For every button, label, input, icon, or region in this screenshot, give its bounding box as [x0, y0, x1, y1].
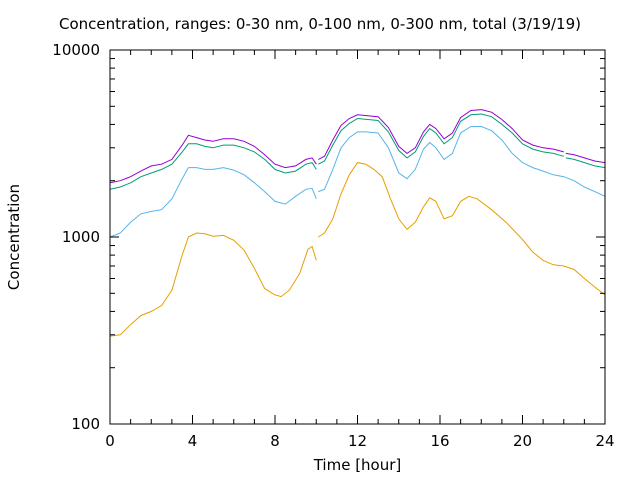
x-tick-label: 12	[348, 432, 367, 450]
series-layer	[109, 109, 606, 337]
x-tick-label: 8	[270, 432, 280, 450]
x-tick-label: 24	[595, 432, 614, 450]
series-1-line	[318, 162, 606, 296]
y-tick-label: 100	[71, 415, 100, 433]
series-2-line	[109, 167, 317, 238]
series-3-line	[565, 157, 606, 169]
x-tick-label: 0	[105, 432, 115, 450]
y-tick-label: 10000	[52, 41, 100, 59]
chart-title: Concentration, ranges: 0-30 nm, 0-100 nm…	[59, 15, 581, 33]
series-3-line	[109, 143, 317, 190]
series-1-line	[109, 232, 317, 337]
x-axis-label: Time [hour]	[313, 456, 402, 474]
series-4-line	[109, 134, 317, 184]
y-tick-label: 1000	[62, 228, 100, 246]
axes-layer: 0 4 8 12 16 20 24 100 1000 10000	[52, 41, 614, 450]
series-2-line	[318, 126, 606, 197]
series-3-line	[318, 113, 564, 165]
x-tick-label: 20	[513, 432, 532, 450]
plot-frame	[109, 49, 606, 425]
x-tick-label: 16	[430, 432, 449, 450]
x-tick-label: 4	[188, 432, 198, 450]
series-4-line	[318, 109, 564, 160]
series-4-line	[565, 152, 606, 164]
